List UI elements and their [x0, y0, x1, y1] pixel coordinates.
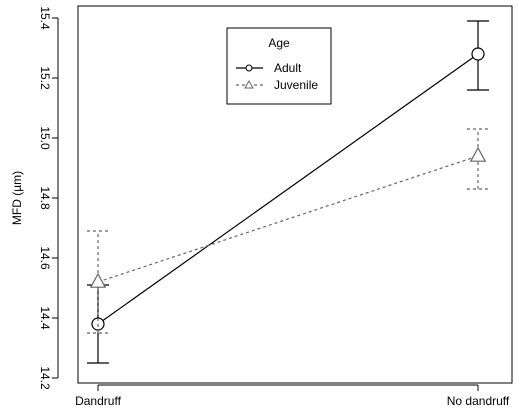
- y-tick-label-3: 14.8: [38, 186, 52, 210]
- legend-title: Age: [268, 36, 290, 50]
- y-tick-label-1: 14.4: [38, 306, 52, 330]
- x-tick-label-1: No dandruff: [447, 394, 510, 408]
- series-0-line: [97, 53, 479, 325]
- legend-item-0: Adult: [236, 61, 302, 75]
- legend: Age Adult Juvenile: [226, 27, 332, 105]
- legend-label-1: Juvenile: [274, 78, 318, 92]
- legend-marker-0: [245, 64, 253, 72]
- y-tick-label-4: 15.0: [38, 126, 52, 150]
- legend-label-0: Adult: [274, 61, 302, 75]
- y-axis-label: MFD (µm): [10, 171, 24, 225]
- legend-item-1: Juvenile: [236, 78, 318, 92]
- series-1-line: [97, 155, 479, 283]
- x-axis: Dandruff No dandruff: [75, 384, 510, 408]
- legend-items: Adult Juvenile: [236, 61, 318, 92]
- y-tick-label-0: 14.2: [38, 366, 52, 390]
- plot-frame: [77, 5, 513, 384]
- series-0-point-1: [471, 47, 485, 61]
- x-tick-label-0: Dandruff: [75, 394, 121, 408]
- y-axis: 14.2 14.4 14.6 14.8 15.0 15.2 15.4: [38, 6, 59, 390]
- y-tick-label-5: 15.2: [38, 66, 52, 90]
- legend-marker-1: [244, 79, 254, 89]
- series-1-point-1: [469, 146, 487, 162]
- y-tick-label-6: 15.4: [38, 6, 52, 30]
- series-1: [87, 128, 489, 334]
- series-layer: [87, 20, 489, 364]
- legend-box: [226, 27, 332, 105]
- series-1-point-0: [89, 272, 107, 288]
- y-tick-label-2: 14.6: [38, 246, 52, 270]
